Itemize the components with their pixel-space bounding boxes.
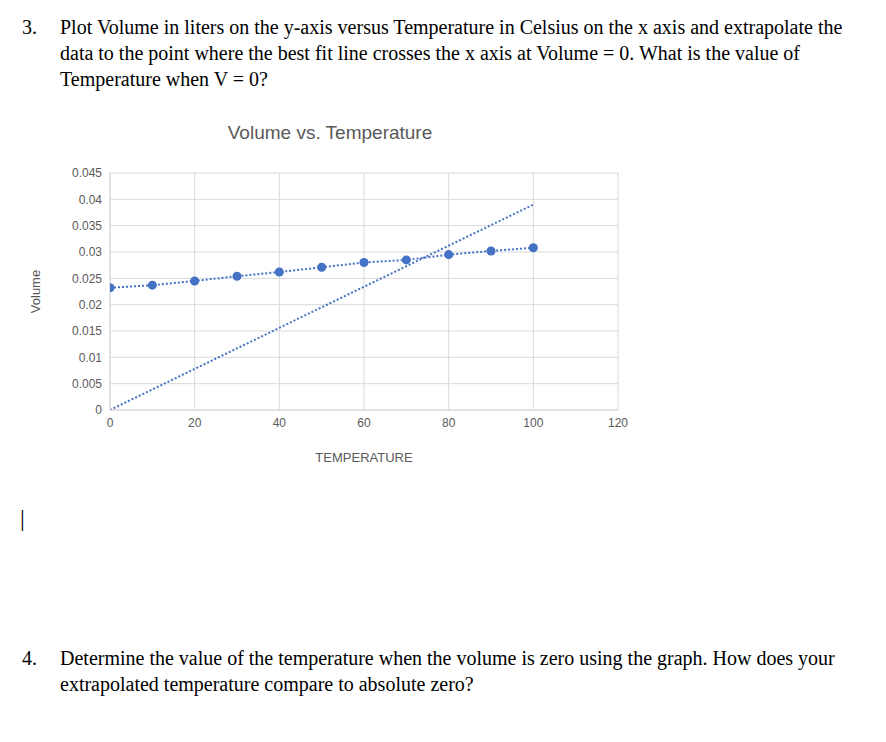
- svg-text:100: 100: [523, 416, 543, 430]
- svg-text:0.025: 0.025: [72, 272, 102, 286]
- svg-text:60: 60: [357, 416, 371, 430]
- html-text:Volume vs. Temperature: Volume vs. Temperature: [227, 122, 433, 143]
- html-text:4.: 4.: [22, 647, 37, 669]
- html-text:3.: 3.: [22, 16, 37, 38]
- svg-text:40: 40: [273, 416, 287, 430]
- svg-text:TEMPERATURE: TEMPERATURE: [315, 450, 413, 465]
- svg-text:80: 80: [442, 416, 456, 430]
- svg-text:Volume: Volume: [28, 270, 43, 313]
- svg-text:0.01: 0.01: [79, 351, 103, 365]
- html-text:Determine the value of the tem: Determine the value of the temperature w…: [60, 647, 835, 695]
- svg-text:120: 120: [608, 416, 628, 430]
- svg-text:0.04: 0.04: [79, 193, 103, 207]
- svg-text:0.02: 0.02: [79, 298, 103, 312]
- svg-text:0.045: 0.045: [72, 166, 102, 180]
- svg-text:0.03: 0.03: [79, 245, 103, 259]
- html-text:Plot Volume in liters on the y: Plot Volume in liters on the y-axis vers…: [60, 16, 843, 90]
- svg-text:0.015: 0.015: [72, 324, 102, 338]
- svg-text:0.035: 0.035: [72, 219, 102, 233]
- svg-text:0: 0: [107, 416, 114, 430]
- svg-text:0.005: 0.005: [72, 377, 102, 391]
- svg-text:20: 20: [188, 416, 202, 430]
- svg-text:0: 0: [95, 403, 102, 417]
